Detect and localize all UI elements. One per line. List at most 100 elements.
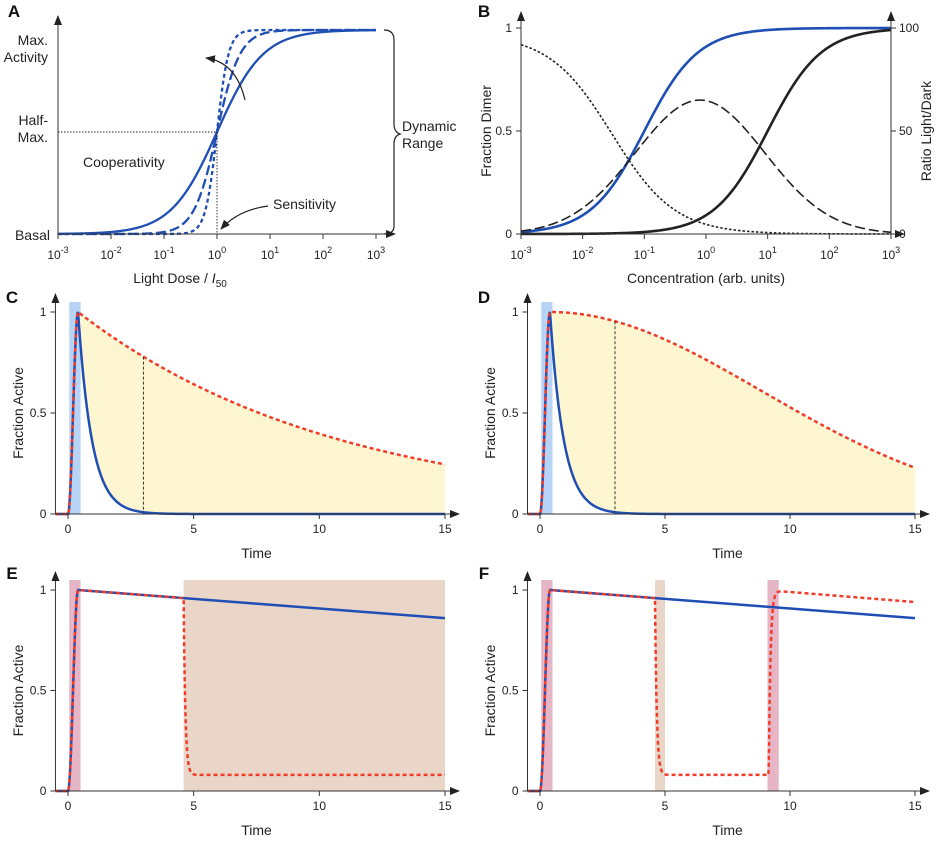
blue-curve-f bbox=[527, 588, 916, 793]
x-tick-label-f: 5 bbox=[662, 799, 669, 813]
red-curve-c bbox=[55, 310, 446, 516]
y-label-halfmax-a: Max. bbox=[18, 129, 48, 145]
y-axis-label-left-b: Fraction Dimer bbox=[478, 85, 494, 177]
cooperativity-arrow bbox=[205, 55, 246, 101]
y-tick-label-d: 1 bbox=[512, 305, 519, 319]
x-tick-label-b-exp: -3 bbox=[524, 245, 532, 255]
panel-letter-a: A bbox=[8, 2, 20, 21]
x-tick-label-d: 0 bbox=[537, 522, 544, 536]
x-axis-label-a: Light Dose / I50 bbox=[133, 270, 227, 290]
y-tick-label-e: 0.5 bbox=[30, 684, 47, 698]
light-pulse-e-2 bbox=[183, 580, 445, 791]
x-tick-label-b: 100 bbox=[697, 245, 715, 262]
x-tick-label-a-exp: -3 bbox=[61, 245, 69, 255]
x-tick-label-b: 101 bbox=[758, 245, 776, 262]
x-tick-label-b: 103 bbox=[882, 245, 900, 262]
y-tick-label-e: 1 bbox=[40, 583, 47, 597]
x-tick-label-a-base: 10 bbox=[314, 248, 328, 262]
y-tick-label-left-b: 0.5 bbox=[495, 124, 512, 138]
x-tick-label-e: 15 bbox=[438, 799, 452, 813]
x-axis-label-d: Time bbox=[712, 545, 743, 561]
y-tick-label-f: 0.5 bbox=[502, 684, 519, 698]
x-tick-label-b-exp: 0 bbox=[710, 245, 715, 255]
y-tick-label-right-b: 100 bbox=[899, 21, 919, 35]
dark-curve-b bbox=[521, 28, 892, 236]
panel-letter-c: C bbox=[6, 288, 18, 307]
x-tick-label-c: 15 bbox=[438, 522, 452, 536]
x-tick-label-c: 10 bbox=[313, 522, 327, 536]
x-tick-label-b-base: 10 bbox=[820, 248, 834, 262]
x-tick-label-a: 10-1 bbox=[153, 245, 174, 262]
x-axis-label-a-italic: I bbox=[212, 270, 216, 286]
x-tick-label-b-base: 10 bbox=[634, 248, 648, 262]
x-tick-label-a-exp: -2 bbox=[114, 245, 122, 255]
x-tick-label-d: 15 bbox=[908, 522, 922, 536]
x-tick-label-a: 10-2 bbox=[100, 245, 121, 262]
x-tick-label-b-exp: 1 bbox=[772, 245, 777, 255]
x-axis-label-f: Time bbox=[712, 822, 743, 838]
x-tick-label-a-exp: 1 bbox=[274, 245, 279, 255]
y-tick-label-right-b: 0 bbox=[899, 227, 906, 241]
x-axis-label-a-main: Light Dose / bbox=[133, 270, 212, 286]
x-tick-label-a-base: 10 bbox=[100, 248, 114, 262]
sensitivity-arrow bbox=[220, 205, 269, 230]
x-tick-label-b: 10-2 bbox=[572, 245, 593, 262]
annotation-cooperativity: Cooperativity bbox=[83, 154, 165, 170]
x-tick-label-b-base: 10 bbox=[882, 248, 896, 262]
x-tick-label-c: 0 bbox=[65, 522, 72, 536]
y-tick-label-f: 0 bbox=[512, 784, 519, 798]
x-tick-label-a-base: 10 bbox=[47, 248, 61, 262]
x-tick-label-c: 5 bbox=[190, 522, 197, 536]
y-tick-label-e: 0 bbox=[40, 784, 47, 798]
y-tick-label-c: 0.5 bbox=[30, 406, 47, 420]
y-tick-label-d: 0.5 bbox=[502, 406, 519, 420]
x-tick-label-b-base: 10 bbox=[758, 248, 772, 262]
y-axis-label-right-b: Ratio Light/Dark bbox=[918, 80, 934, 181]
x-tick-label-b-exp: -2 bbox=[585, 245, 593, 255]
x-tick-label-d: 5 bbox=[662, 522, 669, 536]
y-tick-label-left-b: 1 bbox=[505, 21, 512, 35]
x-axis-label-a-sub: 50 bbox=[216, 279, 228, 290]
dynamic-range-brace bbox=[383, 29, 402, 235]
y-tick-label-c: 1 bbox=[40, 305, 47, 319]
x-tick-label-a-base: 10 bbox=[208, 248, 222, 262]
y-axis-label-e: Fraction Active bbox=[10, 644, 26, 736]
light-pulse-f-1 bbox=[541, 580, 553, 791]
annotation-sensitivity: Sensitivity bbox=[273, 196, 336, 212]
x-tick-label-a-base: 10 bbox=[367, 248, 381, 262]
x-tick-label-e: 0 bbox=[65, 799, 72, 813]
annotation-range: Range bbox=[402, 135, 443, 151]
x-tick-label-b-exp: -1 bbox=[647, 245, 655, 255]
x-tick-label-b-base: 10 bbox=[510, 248, 524, 262]
y-axis-label-c: Fraction Active bbox=[10, 367, 26, 459]
x-tick-label-f: 15 bbox=[908, 799, 922, 813]
y-axis-label-f: Fraction Active bbox=[482, 644, 498, 736]
red-curve-e bbox=[55, 588, 445, 793]
light-pulse-c-1 bbox=[69, 302, 81, 514]
x-tick-label-b-exp: 2 bbox=[834, 245, 839, 255]
panel-letter-f: F bbox=[479, 564, 489, 583]
light-pulse-e-1 bbox=[69, 580, 81, 791]
y-tick-label-right-b: 50 bbox=[899, 124, 913, 138]
x-tick-label-a: 102 bbox=[314, 245, 332, 262]
y-label-half-a: Half- bbox=[18, 112, 48, 128]
x-tick-label-b-exp: 3 bbox=[895, 245, 900, 255]
x-axis-label-c: Time bbox=[241, 545, 272, 561]
y-tick-label-f: 1 bbox=[512, 583, 519, 597]
y-tick-label-d: 0 bbox=[512, 507, 519, 521]
x-tick-label-a-base: 10 bbox=[261, 248, 275, 262]
panel-letter-b: B bbox=[478, 2, 490, 21]
light-pulse-f-3 bbox=[767, 580, 779, 791]
x-tick-label-e: 5 bbox=[190, 799, 197, 813]
light-curve-b bbox=[520, 26, 891, 234]
x-tick-label-a-exp: 0 bbox=[221, 245, 226, 255]
x-tick-label-f: 0 bbox=[537, 799, 544, 813]
blue-curve-e bbox=[55, 588, 446, 793]
x-tick-label-f: 10 bbox=[783, 799, 797, 813]
x-axis-label-e: Time bbox=[241, 822, 272, 838]
difference-fill-c bbox=[78, 312, 446, 514]
x-tick-label-b: 10-1 bbox=[634, 245, 655, 262]
y-label-activity-a: Activity bbox=[4, 49, 48, 65]
panel-letter-d: D bbox=[478, 288, 490, 307]
